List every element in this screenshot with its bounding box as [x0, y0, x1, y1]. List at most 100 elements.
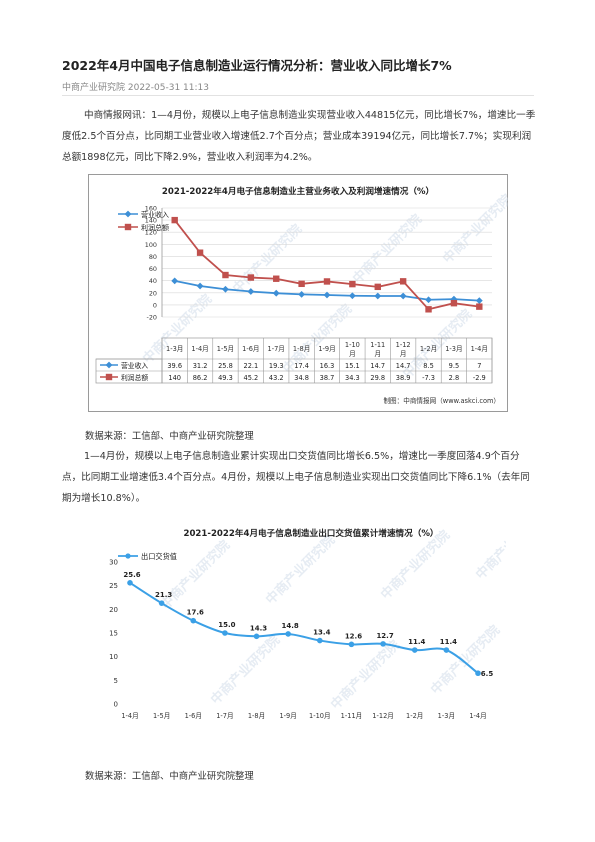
chart1-category-label: 1-12: [396, 341, 411, 349]
chart1-table-value: -2.9: [473, 374, 486, 382]
chart1-data-point: [425, 306, 432, 313]
chart1-table-value: 29.8: [370, 374, 385, 382]
chart1-table-value: 49.3: [218, 374, 233, 382]
chart1-ytick-label: 40: [149, 277, 157, 285]
chart1-table-value: -7.3: [422, 374, 435, 382]
chart1-table-value: 17.4: [294, 362, 309, 370]
chart1-category-label: 1-4月: [191, 345, 208, 353]
chart1-table-value: 34.3: [345, 374, 360, 382]
watermark: 中商产业研究院: [473, 520, 506, 583]
paragraph-export-text: 1—4月份，规模以上电子信息制造业累计实现出口交货值同比增长6.5%，增速比一季…: [62, 451, 530, 504]
chart1-ytick-label: 160: [145, 205, 157, 213]
chart1-ytick-label: 20: [149, 289, 157, 297]
chart2-data-point: [443, 647, 450, 653]
chart1-category-label: 1-5月: [217, 345, 234, 353]
chart1-table-value: 38.7: [320, 374, 335, 382]
chart1-table-value: 25.8: [218, 362, 233, 370]
chart1-data-point: [298, 280, 305, 288]
chart1-data-point: [272, 289, 280, 297]
paragraph-revenue-text: 中商情报网讯：1—4月份，规模以上电子信息制造业实现营业收入44815亿元，同比…: [62, 110, 536, 163]
chart2-legend-label: 出口交货值: [141, 552, 177, 561]
article-title: 2022年4月中国电子信息制造业运行情况分析：营业收入同比增长7%: [62, 58, 452, 73]
chart1-legend-label: 营业收入: [141, 210, 169, 219]
chart1-data-point: [247, 274, 255, 281]
chart2-xtick-label: 1-10月: [309, 712, 331, 720]
chart1-ytick-label: 120: [145, 229, 157, 237]
chart1-data-point: [196, 282, 204, 290]
chart2-data-point: [127, 580, 133, 586]
chart1-category-label-unit: 月: [400, 350, 407, 358]
source-note-2: 数据来源：工信部、中商产业研究院整理: [85, 771, 254, 782]
chart2-xtick-label: 1-7月: [216, 712, 233, 720]
chart1-data-point: [298, 290, 306, 298]
chart1-category-label-unit: 月: [349, 350, 356, 358]
chart2-data-label: 14.8: [282, 622, 299, 630]
chart1-data-point: [399, 292, 407, 300]
chart1-table-value: 39.6: [167, 362, 182, 370]
chart1-ytick-label: 80: [149, 253, 157, 261]
chart2-data-point: [475, 670, 481, 677]
chart1-category-label: 1-7月: [268, 345, 285, 353]
chart1-ytick-label: 0: [153, 301, 157, 309]
chart1-category-label: 1-3月: [445, 345, 462, 353]
paragraph-revenue: 中商情报网讯：1—4月份，规模以上电子信息制造业实现营业收入44815亿元，同比…: [62, 105, 536, 168]
chart2-xtick-label: 1-12月: [372, 712, 394, 720]
chart1-category-label: 1-3月: [166, 345, 183, 353]
chart2-ytick-label: 0: [114, 701, 118, 709]
chart1-category-label: 1-11: [370, 341, 385, 349]
chart1-ytick-label: 140: [145, 217, 157, 225]
chart1-data-point: [222, 271, 229, 279]
chart1-data-point: [374, 283, 381, 291]
chart1-category-label: 1-6月: [242, 345, 259, 353]
chart1-table-value: 8.5: [423, 362, 434, 370]
chart1-data-point: [273, 275, 280, 282]
chart2-data-label: 15.0: [218, 621, 235, 629]
source-note-1: 数据来源：工信部、中商产业研究院整理: [85, 431, 254, 442]
chart2-ytick-label: 5: [114, 677, 118, 685]
chart1-data-point: [222, 285, 229, 293]
chart2-ytick-label: 10: [109, 653, 118, 661]
watermark: 中商产业研究院: [208, 632, 284, 708]
chart2-data-point: [190, 617, 197, 624]
chart1-data-point: [171, 277, 179, 285]
chart1-table-value: 15.1: [345, 362, 360, 370]
chart2-data-label: 12.6: [345, 632, 362, 640]
chart2-ytick-label: 30: [109, 559, 118, 567]
chart2-data-point: [222, 630, 228, 636]
chart1-data-point: [247, 288, 255, 295]
chart2-data-label: 6.5: [481, 670, 494, 678]
chart2-data-label: 12.7: [376, 632, 393, 640]
chart2-ytick-label: 25: [109, 582, 118, 590]
chart1-table-value: 14.7: [370, 362, 385, 370]
chart2-legend-marker: [125, 553, 131, 559]
chart1-data-point: [476, 303, 483, 310]
chart2-xtick-label: 1-2月: [406, 712, 423, 720]
chart2-xtick-label: 1-9月: [279, 712, 296, 720]
chart1-table-value: 16.3: [320, 362, 335, 370]
chart1-table-series-name: 营业收入: [121, 361, 148, 370]
chart1-table-value: 34.8: [294, 374, 309, 382]
chart2-xtick-label: 1-5月: [153, 712, 170, 720]
chart1-ytick-label: 60: [149, 265, 157, 273]
chart1-table-value: 38.9: [396, 374, 411, 382]
watermark: 中商产业研究院: [428, 622, 504, 698]
chart2-data-label: 17.6: [187, 609, 204, 617]
chart1-category-label: 1-8月: [293, 345, 310, 353]
chart2-xtick-label: 1-4月: [469, 712, 486, 720]
chart2-data-point: [253, 633, 260, 640]
chart1-category-label: 1-4月: [471, 345, 488, 353]
chart2-data-label: 21.3: [155, 591, 172, 599]
chart2-data-point: [317, 637, 323, 644]
chart1-data-point: [349, 280, 356, 288]
chart2-ytick-label: 20: [109, 606, 118, 614]
chart1-table-series-name: 利润总额: [121, 373, 148, 382]
chart1-table-series-marker: [105, 373, 113, 381]
chart1-data-point: [425, 296, 432, 304]
chart2-data-point: [158, 600, 165, 606]
chart1-table-series-marker: [105, 361, 113, 369]
chart2-data-point: [348, 641, 355, 648]
chart1-category-label-unit: 月: [374, 350, 381, 358]
chart2-data-point: [380, 641, 386, 647]
chart1-legend-label: 利润总额: [141, 223, 169, 232]
